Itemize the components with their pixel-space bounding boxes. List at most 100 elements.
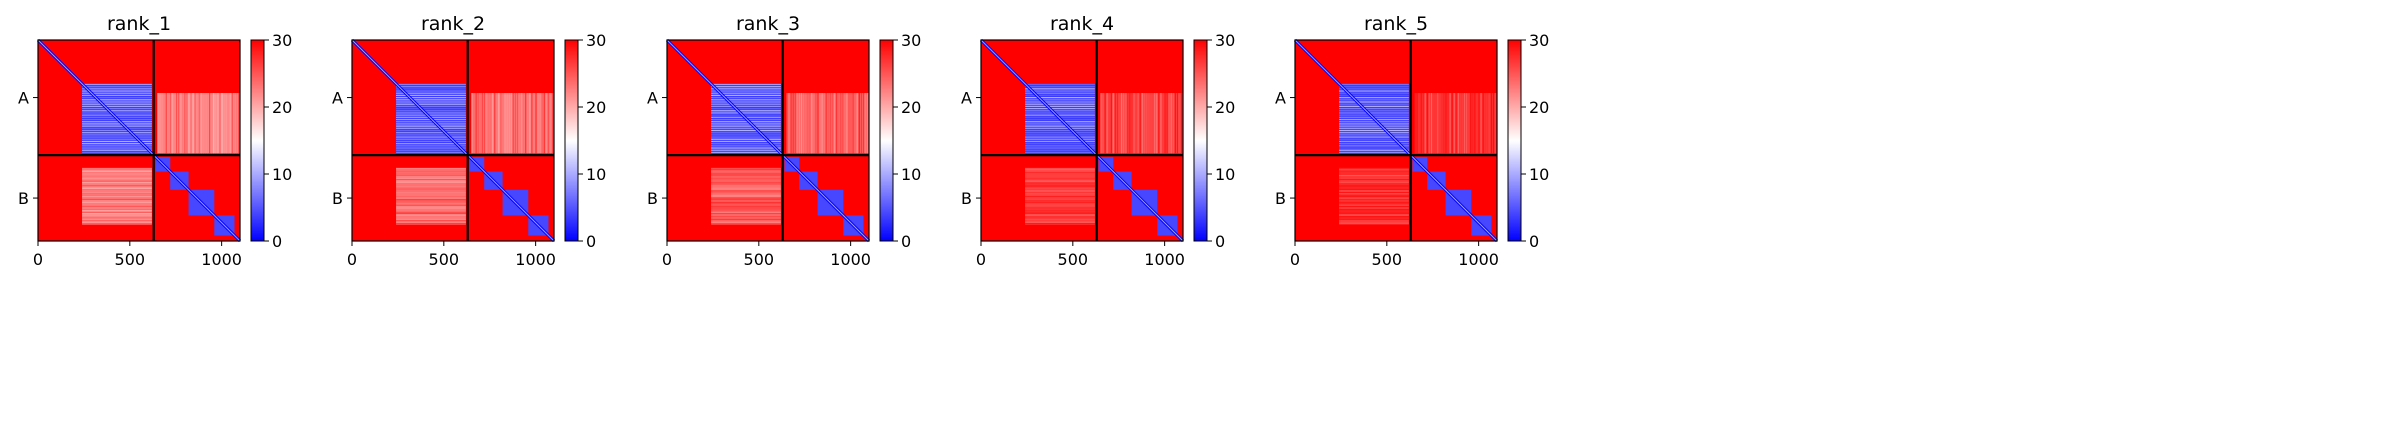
interchain-stripe (213, 92, 215, 154)
x-tick-label: 1000 (830, 250, 871, 269)
interchain-stripe (1025, 207, 1095, 209)
domain-stripe (711, 147, 781, 149)
interchain-stripe (1172, 92, 1174, 154)
interchain-stripe (82, 197, 152, 199)
panel-title: rank_5 (1364, 13, 1428, 35)
domain-stripe (82, 83, 152, 86)
domain-stripe (1025, 145, 1095, 147)
domain-stripe (711, 151, 781, 154)
domain-stripe (711, 99, 781, 101)
interchain-stripe (711, 191, 781, 193)
interchain-stripe (711, 206, 781, 207)
interchain-stripe (1129, 92, 1131, 154)
interchain-stripe (82, 170, 152, 172)
interchain-stripe (1422, 92, 1424, 154)
pae-heatmap (36, 38, 242, 243)
interchain-stripe (1156, 92, 1158, 154)
y-tick-label-B: B (647, 189, 658, 208)
domain-stripe (1339, 101, 1409, 103)
domain-stripe (711, 92, 781, 94)
interchain-stripe (547, 92, 550, 154)
interchain-stripe (543, 92, 545, 154)
domain-stripe (711, 88, 781, 90)
interchain-stripe (487, 92, 490, 154)
interchain-stripe (82, 206, 152, 207)
x-tick-label: 500 (429, 250, 460, 269)
interchain-stripe (711, 220, 781, 222)
interchain-stripe (1339, 220, 1409, 222)
interchain-stripe (1180, 92, 1183, 154)
interchain-stripe (473, 92, 475, 154)
interchain-stripe (1461, 92, 1464, 154)
interchain-stripe (200, 92, 202, 154)
interchain-stripe (1025, 186, 1095, 188)
domain-stripe (711, 107, 781, 110)
interchain-stripe (1110, 92, 1112, 154)
interchain-stripe (1025, 200, 1095, 202)
interchain-stripe (1143, 92, 1145, 154)
interchain-stripe (229, 92, 231, 154)
colorbar-tick-label: 30 (586, 31, 606, 50)
interchain-stripe (396, 189, 466, 191)
domain-stripe (711, 149, 781, 151)
interchain-stripe (1339, 167, 1409, 169)
interchain-stripe (1339, 214, 1409, 216)
domain-stripe (1025, 90, 1095, 92)
domain-stripe (1339, 103, 1409, 105)
interchain-stripe (198, 92, 200, 154)
domain-stripe (1025, 127, 1095, 129)
interchain-stripe (551, 92, 554, 154)
interchain-stripe (396, 177, 466, 179)
interchain-stripe (225, 92, 227, 154)
domain-stripe (82, 103, 152, 105)
domain-stripe (396, 83, 466, 86)
domain-stripe (396, 134, 466, 136)
interchain-stripe (1025, 179, 1095, 181)
domain-stripe (1339, 151, 1409, 154)
interchain-stripe (396, 191, 466, 193)
interchain-stripe (1025, 201, 1095, 203)
interchain-stripe (1135, 92, 1137, 154)
interchain-stripe (396, 204, 466, 206)
interchain-stripe (1174, 92, 1176, 154)
axes-frame (351, 39, 555, 242)
interchain-stripe (711, 214, 781, 216)
interchain-stripe (196, 92, 198, 154)
domain-stripe (1339, 138, 1409, 140)
axes-frame (37, 39, 241, 242)
interchain-stripe (1025, 176, 1095, 178)
domain-stripe (82, 112, 152, 114)
domain-stripe (711, 112, 781, 114)
panel-rank_4: rank_4 A B 0 500 1000 0 10 20 30 (961, 13, 1235, 269)
interchain-stripe (475, 92, 477, 154)
domain-stripe (82, 145, 152, 147)
domain-stripe (396, 94, 466, 97)
interchain-stripe (856, 92, 858, 154)
y-tick-label-A: A (1275, 89, 1286, 108)
interchain-stripe (82, 173, 152, 175)
interchain-stripe (396, 214, 466, 216)
interchain-stripe (1339, 184, 1409, 186)
domain-stripe (1025, 138, 1095, 140)
panel-title: rank_4 (1050, 13, 1114, 35)
domain-stripe (82, 147, 152, 149)
interchain-stripe (1457, 92, 1459, 154)
domain-stripe (82, 88, 152, 90)
domain-stripe (711, 94, 781, 97)
interchain-stripe (1339, 206, 1409, 207)
interchain-stripe (1106, 92, 1108, 154)
domain-stripe (1339, 110, 1409, 112)
y-tick-label-A: A (647, 89, 658, 108)
domain-stripe (1339, 147, 1409, 149)
x-tick-label: 0 (976, 250, 986, 269)
domain-stripe (396, 145, 466, 147)
interchain-stripe (481, 92, 483, 154)
domain-stripe (711, 86, 781, 88)
interchain-stripe (396, 167, 466, 169)
interchain-stripe (82, 208, 152, 210)
interchain-stripe (169, 92, 171, 154)
domain-stripe (82, 94, 152, 97)
interchain-stripe (1339, 182, 1409, 183)
interchain-stripe (492, 92, 494, 154)
interchain-stripe (1339, 196, 1409, 198)
